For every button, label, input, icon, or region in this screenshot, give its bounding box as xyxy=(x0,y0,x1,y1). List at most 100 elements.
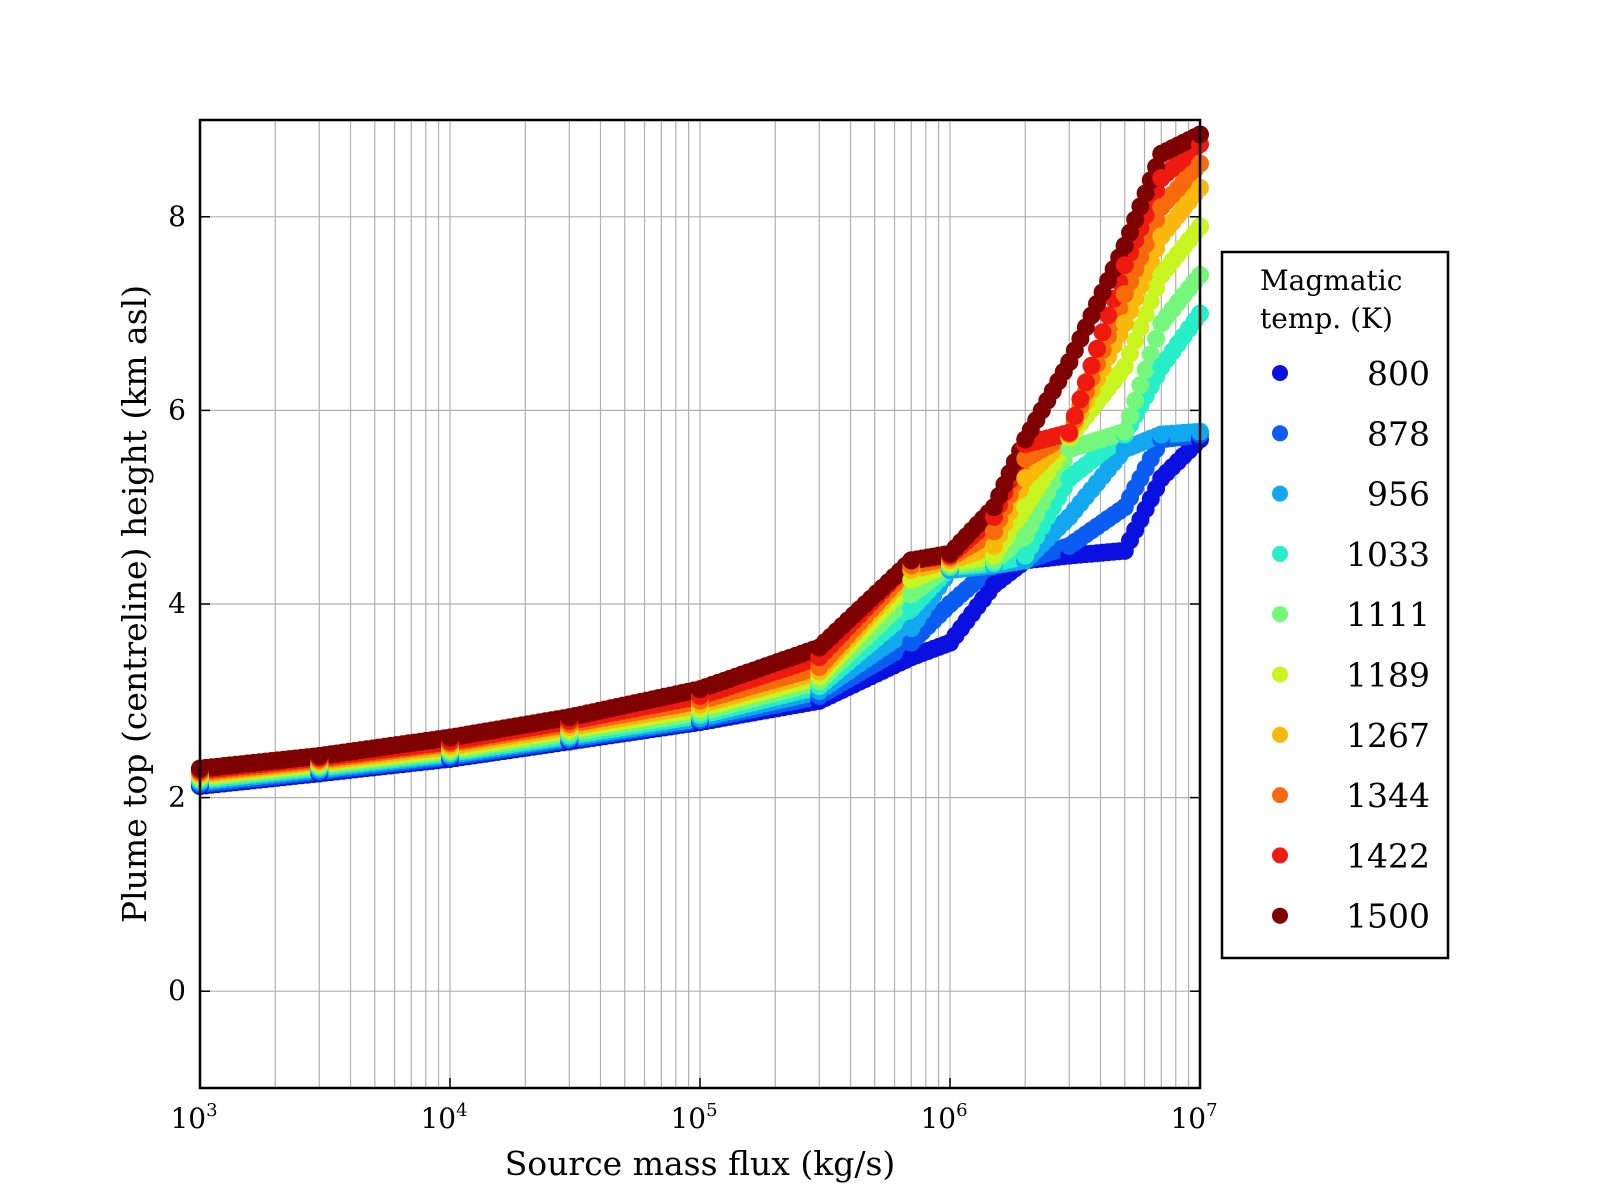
axis-ticks: 103 104 105 106 107 0 2 4 6 8 xyxy=(168,200,1217,1135)
data-point-1033 xyxy=(1016,546,1035,565)
band-dot xyxy=(1082,356,1101,375)
band-dot xyxy=(1136,360,1155,379)
x-tick-exponent: 3 xyxy=(206,1100,217,1121)
legend-box xyxy=(1220,250,1450,960)
legend-title-line-2: temp. (K) xyxy=(1260,302,1393,335)
data-point-878 xyxy=(902,633,921,652)
band-dot xyxy=(1099,306,1118,325)
data-point-956 xyxy=(902,619,921,638)
data-point-1189 xyxy=(1115,357,1134,376)
band-dot xyxy=(1141,345,1160,364)
legend-marker-800 xyxy=(1272,365,1288,381)
legend-label-956: 956 xyxy=(1367,475,1430,514)
band-dot xyxy=(1121,407,1139,426)
legend-title-line-1: Magmatic xyxy=(1260,264,1402,297)
legend-marker-1500 xyxy=(1272,907,1288,924)
legend-marker-1189 xyxy=(1272,666,1288,683)
x-tick-exponent: 5 xyxy=(706,1100,717,1121)
y-tick-label: 0 xyxy=(168,974,186,1007)
y-tick-label: 4 xyxy=(168,587,186,620)
data-point-1422 xyxy=(1152,169,1171,188)
legend: Magmatic temp. (K) 800 878 956 1033 1111 1189… xyxy=(1220,250,1450,960)
legend-marker-1422 xyxy=(1272,847,1288,864)
data-point-1111 xyxy=(1152,314,1171,333)
data-point-1344 xyxy=(985,522,1003,541)
data-point-1500 xyxy=(941,544,959,563)
band-dot xyxy=(1126,391,1145,410)
y-tick-label: 6 xyxy=(168,393,186,426)
legend-label-1111: 1111 xyxy=(1346,595,1430,634)
band-dot xyxy=(1076,373,1095,392)
x-tick-label: 106 xyxy=(920,1100,967,1135)
legend-entries: 800 878 956 1033 1111 1189 1267 1344 1422 1500 xyxy=(1272,354,1430,936)
data-point-1422 xyxy=(1115,256,1134,275)
data-point-1033 xyxy=(1060,469,1079,488)
y-tick-label: 8 xyxy=(168,200,186,233)
legend-marker-956 xyxy=(1272,485,1288,502)
data-point-800 xyxy=(1152,469,1171,488)
band-dot xyxy=(1065,406,1084,425)
data-point-1189 xyxy=(1152,265,1171,284)
legend-label-1344: 1344 xyxy=(1346,776,1430,815)
data-point-800 xyxy=(902,648,921,667)
data-point-1500 xyxy=(810,638,829,657)
data-point-1344 xyxy=(1152,198,1171,217)
data-point-878 xyxy=(1060,536,1079,555)
data-point-1189 xyxy=(1016,498,1035,517)
band-dot xyxy=(1131,376,1150,395)
data-point-1500 xyxy=(691,680,709,699)
data-point-1111 xyxy=(1016,527,1035,546)
data-point-956 xyxy=(1152,425,1171,444)
legend-marker-1111 xyxy=(1272,606,1288,623)
band-dot xyxy=(1093,323,1112,342)
legend-marker-1033 xyxy=(1272,545,1288,562)
data-point-1267 xyxy=(1115,314,1134,333)
data-point-1500 xyxy=(1016,430,1035,449)
x-tick-exponent: 4 xyxy=(456,1100,467,1121)
data-point-1344 xyxy=(1016,449,1035,468)
data-point-800 xyxy=(941,633,959,652)
x-tick-label: 104 xyxy=(420,1100,467,1135)
legend-marker-878 xyxy=(1272,425,1288,442)
legend-label-800: 800 xyxy=(1367,354,1430,393)
data-point-1267 xyxy=(1016,469,1035,488)
data-point-1500 xyxy=(560,708,579,727)
data-point-1267 xyxy=(985,536,1003,555)
data-points xyxy=(191,125,1209,795)
x-axis-title: Source mass flux (kg/s) xyxy=(505,1144,896,1183)
data-point-1500 xyxy=(310,747,329,765)
x-tick-exponent: 7 xyxy=(1206,1100,1217,1121)
band-dot xyxy=(1088,339,1106,358)
y-axis-title: Plume top (centreline) height (km asl) xyxy=(115,285,154,923)
legend-label-1189: 1189 xyxy=(1346,656,1430,695)
data-point-1500 xyxy=(1060,353,1079,371)
data-point-878 xyxy=(1115,498,1134,517)
data-point-800 xyxy=(985,575,1003,594)
legend-label-1422: 1422 xyxy=(1346,836,1430,875)
data-point-1500 xyxy=(1115,236,1134,255)
x-tick-exponent: 6 xyxy=(956,1100,967,1121)
data-point-1500 xyxy=(902,551,921,570)
data-point-878 xyxy=(941,595,959,613)
legend-marker-1344 xyxy=(1272,787,1288,804)
y-tick-label: 2 xyxy=(168,781,186,814)
data-point-1344 xyxy=(1115,285,1134,304)
data-point-1267 xyxy=(1152,227,1171,246)
x-tick-label: 107 xyxy=(1170,1100,1217,1135)
data-point-956 xyxy=(1115,440,1134,459)
x-tick-label: 103 xyxy=(170,1100,217,1135)
legend-label-1033: 1033 xyxy=(1346,535,1430,574)
data-point-956 xyxy=(1060,507,1079,526)
grid-lines xyxy=(199,120,1200,1088)
x-tick-label: 105 xyxy=(670,1100,717,1135)
data-point-1111 xyxy=(902,585,921,604)
legend-label-1500: 1500 xyxy=(1346,897,1430,936)
data-point-1500 xyxy=(1152,144,1171,163)
data-point-1111 xyxy=(1115,422,1134,441)
data-point-1500 xyxy=(985,498,1003,517)
legend-label-878: 878 xyxy=(1367,414,1430,453)
data-point-1422 xyxy=(1060,423,1079,442)
data-point-1500 xyxy=(441,728,459,747)
legend-label-1267: 1267 xyxy=(1346,716,1430,755)
